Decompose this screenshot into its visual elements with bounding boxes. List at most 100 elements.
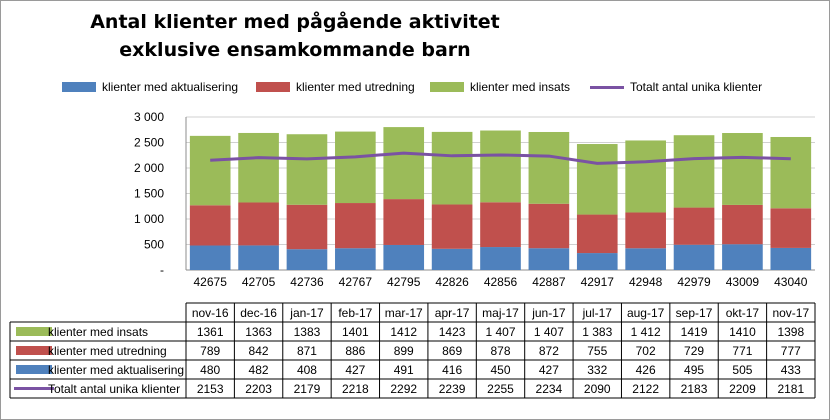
bar xyxy=(576,144,618,215)
y-tick-label: 2 000 xyxy=(134,161,164,175)
legend-item-aktualisering: klienter med aktualisering xyxy=(62,80,238,94)
x-tick-label: 43040 xyxy=(774,275,808,289)
table-cell: 450 xyxy=(490,363,510,377)
table-cell: 2209 xyxy=(729,382,756,396)
table-cell: 1410 xyxy=(729,325,756,339)
bar xyxy=(189,205,231,246)
table-header-cell: nov-17 xyxy=(772,306,809,320)
y-tick-label: 1 000 xyxy=(134,212,164,226)
x-tick-label: 42917 xyxy=(581,275,615,289)
x-tick-label: 42887 xyxy=(532,275,566,289)
bar xyxy=(528,248,570,270)
table-cell: 1398 xyxy=(777,325,804,339)
x-tick-label: 43009 xyxy=(726,275,760,289)
bar xyxy=(480,130,521,203)
table-legend-swatch xyxy=(16,365,52,374)
table-legend-swatch xyxy=(16,327,52,336)
bar xyxy=(383,127,425,200)
table-cell: 1412 xyxy=(390,325,417,339)
bar xyxy=(576,214,618,254)
bar xyxy=(286,204,328,250)
table-cell: 2255 xyxy=(487,382,514,396)
table-cell: 2292 xyxy=(390,382,417,396)
table-cell: 1423 xyxy=(439,325,466,339)
x-tick-label: 42736 xyxy=(290,275,324,289)
table-cell: 729 xyxy=(684,344,704,358)
x-tick-label: 42767 xyxy=(339,275,373,289)
x-tick-label: 42795 xyxy=(387,275,421,289)
table-cell: 491 xyxy=(394,363,414,377)
y-tick-label: 3 000 xyxy=(134,110,164,124)
bar xyxy=(286,249,328,270)
table-cell: 2203 xyxy=(245,382,272,396)
table-cell: 416 xyxy=(442,363,462,377)
legend-label: klienter med utredning xyxy=(296,80,415,94)
table-cell: 789 xyxy=(200,344,220,358)
table-cell: 505 xyxy=(732,363,752,377)
table-header-cell: apr-17 xyxy=(435,306,470,320)
bar xyxy=(528,203,570,249)
x-tick-label: 42856 xyxy=(484,275,518,289)
bar xyxy=(576,253,618,270)
table-row-label: Totalt antal unika klienter xyxy=(48,382,180,396)
table-cell: 2218 xyxy=(342,382,369,396)
table-cell: 899 xyxy=(394,344,414,358)
bar xyxy=(431,204,473,249)
bar xyxy=(480,202,521,248)
bar xyxy=(673,244,715,270)
table-cell: 427 xyxy=(539,363,559,377)
bar xyxy=(383,199,425,245)
legend-item-insats: klienter med insats xyxy=(430,80,570,94)
bar xyxy=(722,204,763,245)
bar xyxy=(673,135,715,208)
table-header-cell: mar-17 xyxy=(385,306,423,320)
legend-swatch xyxy=(62,82,96,92)
table-cell: 1361 xyxy=(197,325,224,339)
series-line-totalt xyxy=(210,151,791,165)
bar xyxy=(383,244,425,270)
table-cell: 755 xyxy=(587,344,607,358)
legend-swatch xyxy=(430,82,464,92)
bar xyxy=(480,247,521,270)
x-tick-label: 42948 xyxy=(629,275,663,289)
table-cell: 1401 xyxy=(342,325,369,339)
table-cell: 1 407 xyxy=(485,325,515,339)
table-cell: 2234 xyxy=(536,382,563,396)
table-header-cell: aug-17 xyxy=(627,306,665,320)
table-cell: 2181 xyxy=(777,382,804,396)
table-cell: 495 xyxy=(684,363,704,377)
x-tick-label: 42979 xyxy=(677,275,711,289)
table-cell: 2122 xyxy=(632,382,659,396)
table-cell: 771 xyxy=(732,344,752,358)
bar xyxy=(770,247,812,270)
table-header-cell: feb-17 xyxy=(338,306,372,320)
table-cell: 2183 xyxy=(681,382,708,396)
bar xyxy=(528,131,570,204)
legend-label: klienter med aktualisering xyxy=(102,80,239,94)
table-header-cell: jun-17 xyxy=(531,306,566,320)
bar xyxy=(431,248,473,270)
table-cell: 2239 xyxy=(439,382,466,396)
bar xyxy=(286,134,328,205)
table-cell: 872 xyxy=(539,344,559,358)
table-cell: 1 383 xyxy=(582,325,612,339)
table-cell: 1 412 xyxy=(631,325,661,339)
table-row-label: klienter med utredning xyxy=(48,344,167,358)
y-tick-label: 1 500 xyxy=(134,187,164,201)
table-header-cell: nov-16 xyxy=(192,306,229,320)
y-tick-label: - xyxy=(160,263,164,277)
table-cell: 332 xyxy=(587,363,607,377)
legend-label: klienter med insats xyxy=(470,80,571,94)
table-cell: 2153 xyxy=(197,382,224,396)
y-tick-label: 2 500 xyxy=(134,136,164,150)
x-tick-label: 42675 xyxy=(194,275,228,289)
bar xyxy=(238,132,279,203)
table-header-cell: jul-17 xyxy=(582,306,613,320)
table-cell: 702 xyxy=(636,344,656,358)
table-cell: 1363 xyxy=(245,325,272,339)
legend-label: Totalt antal unika klienter xyxy=(630,80,763,94)
bar xyxy=(722,244,763,270)
legend-swatch xyxy=(256,82,290,92)
table-cell: 480 xyxy=(200,363,220,377)
